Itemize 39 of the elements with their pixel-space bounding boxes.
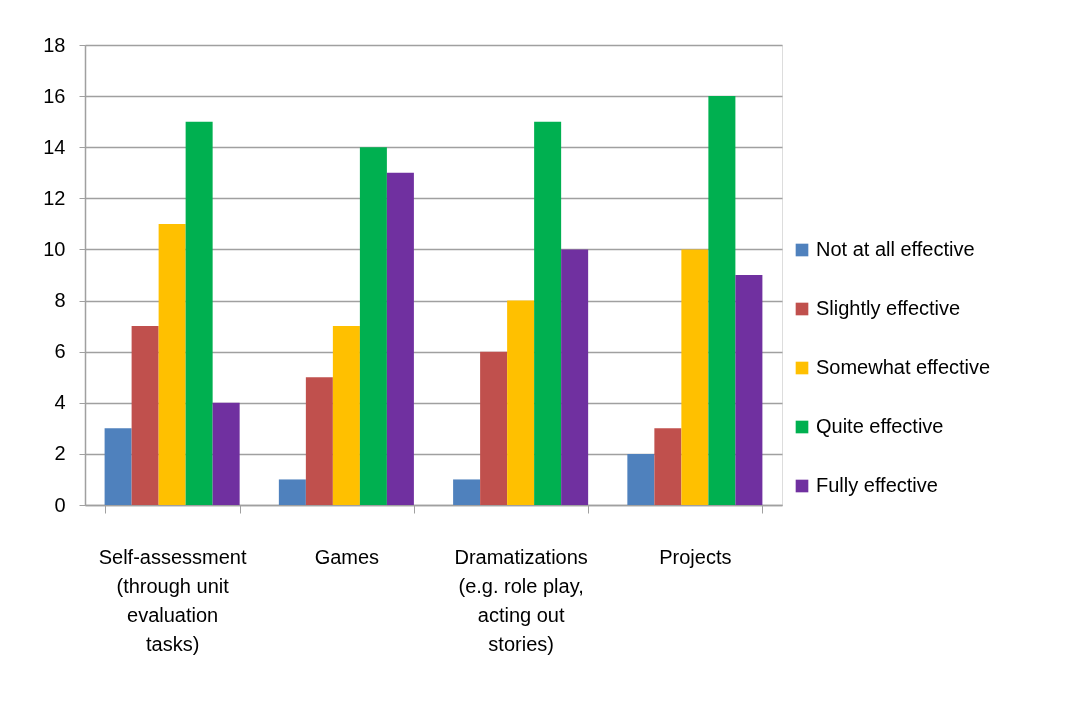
bar (480, 351, 508, 505)
legend-label: Quite effective (816, 415, 944, 437)
y-tick-label: 14 (43, 135, 66, 158)
y-tick-label: 4 (54, 391, 66, 414)
bar (104, 428, 132, 505)
y-tick-label: 18 (43, 33, 66, 56)
bar (359, 147, 387, 505)
bar (681, 249, 709, 505)
bar (305, 377, 333, 505)
x-tick-label: Self-assessment (through unit evaluation tasks) (98, 545, 247, 655)
bar (534, 121, 562, 505)
bar (386, 172, 414, 505)
bar (627, 453, 655, 505)
y-tick-label: 8 (54, 289, 66, 312)
bar (708, 96, 736, 505)
y-tick-label: 10 (43, 237, 66, 260)
legend-label: Somewhat effective (816, 356, 991, 378)
bar (654, 428, 682, 505)
legend-label: Fully effective (816, 474, 938, 496)
y-tick-label: 0 (54, 493, 66, 516)
bar (278, 479, 306, 505)
bar (453, 479, 481, 505)
x-tick-label: Dramatizations (e.g. role play, acting out stories) (454, 545, 588, 655)
y-tick-label: 2 (54, 442, 66, 465)
legend-label: Not at all effective (816, 238, 975, 260)
bar (131, 326, 159, 505)
legend-label: Slightly effective (816, 297, 961, 319)
y-tick-label: 6 (54, 340, 66, 363)
bar (212, 402, 240, 505)
bar (185, 121, 213, 505)
y-tick-label: 12 (43, 186, 66, 209)
bar (507, 300, 535, 505)
bar (332, 326, 360, 505)
bar (735, 275, 763, 505)
x-tick-label: Games (314, 545, 380, 568)
bar (561, 249, 589, 505)
x-tick-label: Projects (659, 545, 732, 568)
bar (158, 223, 186, 505)
y-tick-label: 16 (43, 84, 66, 107)
